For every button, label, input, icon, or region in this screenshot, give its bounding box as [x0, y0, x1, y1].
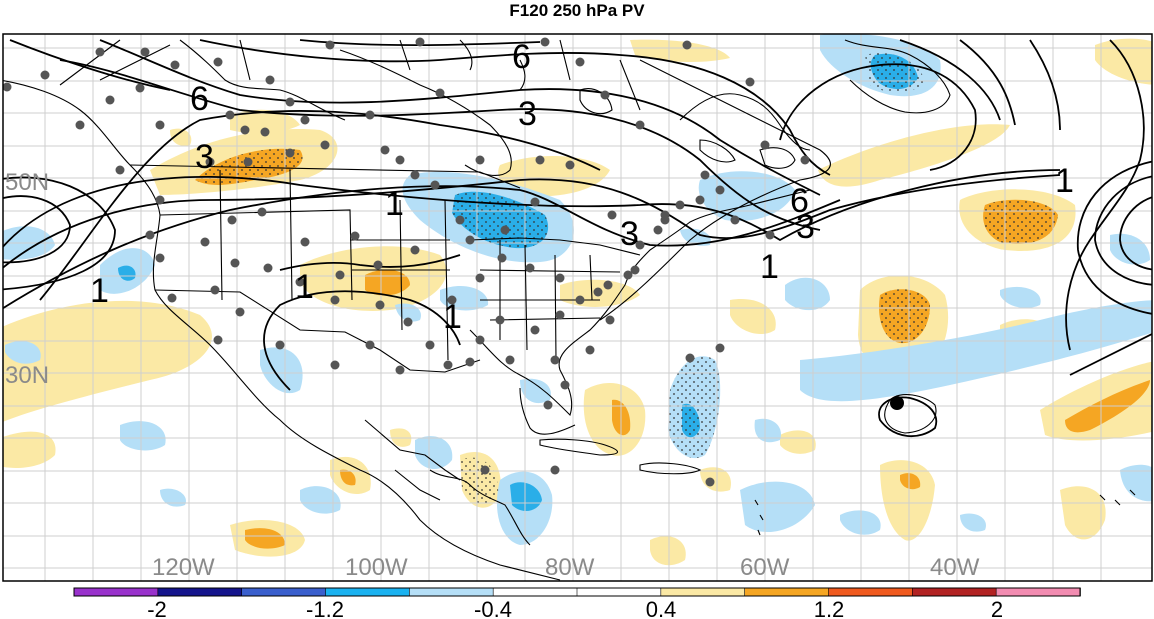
colorbar-frame	[73, 587, 1081, 597]
lon-label-80w: 80W	[545, 554, 595, 581]
lon-label-40w: 40W	[930, 554, 980, 581]
contour-label: 1	[1055, 162, 1074, 200]
colorbar-tick-label: 1.2	[814, 597, 845, 619]
lon-label-100w: 100W	[345, 554, 408, 581]
lon-label-120w: 120W	[152, 554, 215, 581]
contour-label: 1	[443, 298, 462, 336]
contour-label: 1	[295, 268, 314, 306]
colorbar-cell	[157, 587, 243, 597]
coastlines-and-borders	[3, 39, 1136, 581]
contour-label: 1	[760, 248, 779, 286]
colorbar-cells	[73, 587, 1081, 597]
colorbar-cell	[912, 587, 997, 597]
contour-label: 1	[385, 185, 404, 223]
colorbar-cell	[409, 587, 494, 597]
colorbar-tick-label: -1.2	[306, 597, 344, 619]
contour-labels: 6 6 3 3 3 1 1 1 1 1 6 3 1	[90, 38, 1074, 336]
pv-contours	[3, 39, 1152, 438]
lat-label-50n: 50N	[5, 169, 49, 196]
station-dots	[3, 37, 810, 487]
surface-low-marker	[890, 396, 904, 410]
colorbar: -2 -1.2 -0.4 0.4 1.2 2	[73, 587, 1081, 619]
colorbar-cell	[325, 587, 411, 597]
map-frame	[2, 33, 1153, 582]
colorbar-tick-label: -2	[147, 597, 167, 619]
colorbar-cell	[576, 587, 662, 597]
colorbar-cell	[492, 587, 578, 597]
contour-label: 3	[620, 215, 639, 253]
colorbar-cell	[744, 587, 830, 597]
colorbar-cell	[241, 587, 327, 597]
contour-label: 1	[90, 272, 109, 310]
map-title: F120 250 hPa PV	[509, 1, 645, 20]
contour-label: 6	[512, 38, 531, 76]
lon-label-60w: 60W	[740, 554, 790, 581]
colorbar-tick-label: -0.4	[474, 597, 512, 619]
contour-label: 6	[190, 80, 209, 118]
contour-label: 3	[518, 95, 537, 133]
contour-label: 3	[796, 208, 815, 246]
lat-label-30n: 30N	[5, 362, 49, 389]
contour-label: 6	[790, 182, 809, 220]
contour-label: 3	[195, 138, 214, 176]
colorbar-tick-label: 2	[991, 597, 1003, 619]
colorbar-cell	[73, 587, 159, 597]
colorbar-cell	[660, 587, 746, 597]
colorbar-tick-label: 0.4	[646, 597, 677, 619]
colorbar-cell	[828, 587, 914, 597]
colorbar-cell	[995, 587, 1081, 597]
graticule	[3, 34, 1152, 581]
